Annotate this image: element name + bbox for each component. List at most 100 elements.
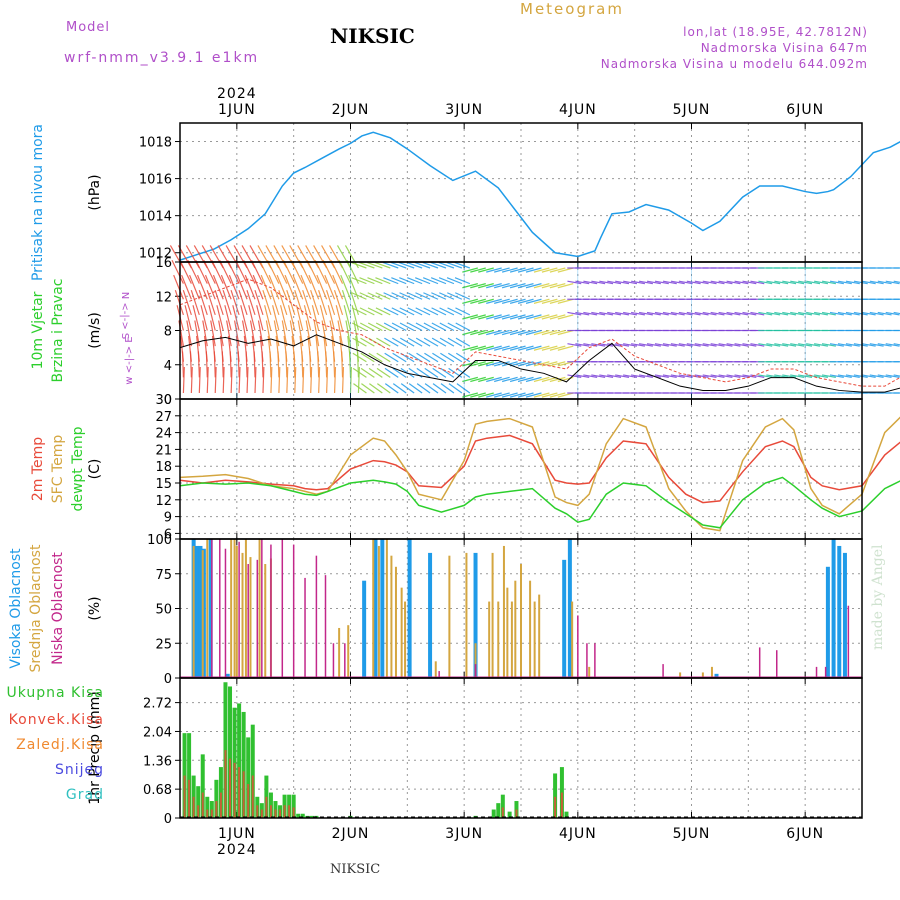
wind-arrow	[352, 367, 367, 378]
wind-arrow	[415, 322, 431, 332]
wind-arrow	[821, 280, 836, 285]
cloud-bar	[831, 539, 836, 678]
wind-arrow	[525, 361, 542, 367]
cloud-bar	[571, 601, 574, 678]
y-tick-label: 16	[155, 256, 172, 271]
wind-arrow	[533, 392, 550, 398]
wind-arrow	[821, 374, 836, 378]
cloud-bar	[261, 539, 263, 678]
cloud-bar	[842, 552, 847, 678]
cloud-bar	[488, 601, 491, 678]
wind-arrow	[277, 351, 280, 378]
wind-arrow	[525, 392, 542, 398]
wind-arrow	[314, 259, 328, 284]
cloud-bar	[491, 552, 494, 678]
wind-arrow	[351, 261, 367, 269]
wind-arrow	[197, 351, 200, 378]
wind-arrow	[416, 383, 431, 394]
wind-arrow	[407, 337, 423, 347]
wind-arrow	[278, 366, 281, 394]
cloud-bar	[502, 545, 505, 678]
precip-conv-bar	[197, 805, 200, 818]
precip-conv-bar	[215, 801, 218, 818]
pressure-title: Pritisak na nivou mora	[30, 124, 46, 281]
wind-arrow	[359, 277, 375, 285]
y-axis-label: 1hr Precip (mm)	[87, 691, 103, 804]
wind-arrow	[893, 343, 900, 346]
wind-arrow	[422, 277, 439, 285]
wind-arrow	[440, 367, 455, 378]
precip-total-bar	[507, 811, 512, 818]
wind-arrow	[310, 289, 320, 316]
wind-arrow	[517, 361, 534, 367]
cloud-bar	[465, 552, 468, 678]
wind-arrow	[877, 374, 892, 378]
wind-arrow	[654, 280, 669, 285]
cloud-bar	[400, 587, 403, 678]
cloud-bar	[679, 672, 682, 678]
wind-arrow	[313, 245, 328, 269]
wind-arrow	[399, 277, 415, 285]
precip-total-bar	[309, 815, 314, 818]
wind-arrow	[758, 280, 773, 285]
wind-arrow	[486, 376, 502, 383]
wind-arrow	[486, 361, 502, 367]
wind-arrow	[782, 311, 797, 316]
precip-conv-bar	[210, 809, 213, 818]
wind-arrow	[305, 245, 320, 269]
wind-arrow	[407, 292, 423, 300]
wind-arrow	[235, 259, 248, 284]
wind-title-line2: Brzina i Pravac	[50, 279, 66, 383]
wind-arrow	[533, 298, 550, 304]
cloud-bar	[586, 643, 588, 678]
wind-arrow	[264, 305, 272, 331]
cloud-bar	[195, 545, 200, 678]
wind-arrow	[287, 305, 296, 331]
wind-arrow	[599, 280, 614, 285]
y-tick-label: 2.72	[143, 697, 172, 712]
wind-arrow	[567, 343, 582, 347]
wind-arrow	[782, 280, 797, 285]
cloud-bar	[394, 566, 397, 678]
precip-total-bar	[564, 811, 569, 818]
wind-arrow	[718, 311, 733, 316]
cloud-bar	[567, 539, 572, 678]
cloud-bar	[338, 627, 341, 678]
wind-arrow	[446, 261, 463, 269]
wind-arrow	[549, 267, 566, 273]
cloud-bar	[404, 601, 407, 678]
wind-arrow	[486, 283, 502, 289]
wind-arrow	[360, 337, 375, 347]
wind-arrow	[278, 289, 288, 316]
wind-arrow	[351, 292, 367, 300]
cloud-bar	[428, 552, 433, 678]
wind-arrow	[258, 259, 272, 284]
cloud-bar	[438, 671, 440, 678]
cloud-bar	[192, 545, 195, 678]
wind-arrow	[221, 351, 224, 378]
wind-arrow	[376, 352, 391, 363]
wind-arrow	[272, 305, 280, 331]
wind-arrow	[416, 367, 431, 378]
wind-arrow	[525, 267, 542, 273]
wind-vector-field	[169, 245, 900, 398]
precip-total-bar	[246, 737, 251, 818]
wind-arrow	[286, 366, 289, 394]
wind-arrow	[254, 289, 264, 316]
wind-arrow	[549, 376, 566, 383]
wind-arrow	[591, 311, 606, 316]
wind-arrow	[541, 376, 558, 383]
wind-arrow	[533, 283, 550, 289]
cloud-bar	[497, 601, 500, 678]
wind-arrow	[375, 292, 391, 300]
top-day-label: 4JUN	[559, 102, 597, 118]
wind-arrow	[340, 274, 352, 300]
wind-arrow	[301, 351, 304, 378]
model-label: Model	[66, 20, 111, 35]
wind-arrow	[470, 392, 486, 398]
wind-arrow	[470, 283, 486, 289]
wind-arrow	[557, 361, 574, 367]
wind-arrow	[431, 337, 447, 347]
wind-arrow	[478, 314, 494, 320]
wind-arrow	[274, 259, 288, 284]
